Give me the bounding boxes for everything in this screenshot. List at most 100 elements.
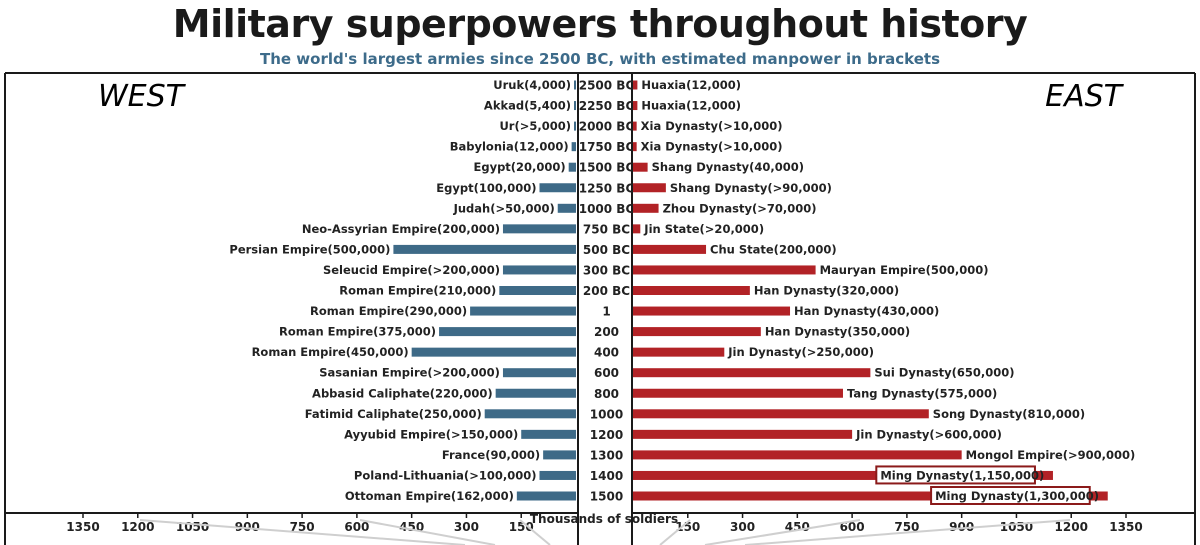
east-bar-label: Shang Dynasty(>90,000) [670, 181, 832, 195]
chart-frame [4, 72, 1196, 545]
east-bar [633, 142, 637, 152]
west-bar-label: Egypt(20,000) [473, 160, 565, 174]
west-bar-label: Akkad(5,400) [484, 99, 571, 113]
east-bar-label: Jin Dynasty(>250,000) [727, 345, 874, 359]
west-bar [502, 265, 576, 275]
year-label: 1400 [590, 469, 623, 483]
east-bar-label: Shang Dynasty(40,000) [652, 160, 804, 174]
east-bar [633, 162, 648, 172]
year-label: 500 BC [583, 243, 630, 257]
east-bar [633, 286, 750, 295]
chart-title: Military superpowers throughout history [172, 2, 1028, 46]
year-label: 1000 [590, 407, 623, 421]
east-bar-label: Mauryan Empire(500,000) [820, 263, 989, 277]
west-bar [574, 101, 576, 111]
east-label: EAST [1045, 79, 1125, 114]
year-label: 2250 BC [579, 99, 635, 113]
x-tick-label-left: 900 [235, 520, 260, 534]
x-tick-label-left: 600 [344, 520, 369, 534]
west-bar-label: Roman Empire(375,000) [279, 325, 436, 339]
east-bar [633, 183, 666, 193]
x-tick-label-right: 1050 [1000, 520, 1033, 534]
decorative-guide-line [139, 519, 466, 545]
east-bar-label: Mongol Empire(>900,000) [966, 448, 1136, 462]
west-bar [411, 347, 576, 357]
west-bar [574, 121, 576, 131]
east-bar [633, 101, 638, 111]
x-tick-label-right: 300 [730, 520, 755, 534]
year-label: 1750 BC [579, 140, 635, 154]
year-label: 2000 BC [579, 120, 635, 134]
x-tick-label-right: 1200 [1055, 520, 1088, 534]
west-bar [502, 368, 576, 378]
west-bar-label: Ayyubid Empire(>150,000) [344, 427, 518, 441]
east-bar [633, 244, 707, 254]
chart-subtitle: The world's largest armies since 2500 BC… [259, 50, 941, 68]
east-bar-label: Jin State(>20,000) [643, 222, 764, 236]
chart-marks: 2500 BC Uruk(4,000) Huaxia(12,000) 2250 BC A… [229, 78, 1136, 505]
east-highlight-box [930, 486, 1091, 505]
east-bar-label: Sui Dynasty(650,000) [874, 366, 1014, 380]
x-tick-label-left: 1350 [66, 520, 99, 534]
year-label: 400 [594, 346, 619, 360]
east-bar [633, 368, 871, 378]
year-label: 1300 [590, 448, 623, 462]
east-bar [633, 265, 816, 275]
year-label: 1500 BC [579, 161, 635, 175]
year-label: 200 [594, 325, 619, 339]
west-bar-label: Ottoman Empire(162,000) [345, 489, 514, 503]
west-bar [557, 203, 576, 213]
east-bar-label: Xia Dynasty(>10,000) [641, 119, 783, 133]
x-tick-label-right: 150 [675, 520, 700, 534]
west-bar-label: Seleucid Empire(>200,000) [323, 263, 500, 277]
east-bar [633, 327, 761, 337]
x-tick-label-right: 900 [949, 520, 974, 534]
east-bar-label: Song Dynasty(810,000) [933, 407, 1085, 421]
west-bar-label: France(90,000) [442, 448, 540, 462]
east-bar [633, 80, 638, 90]
east-bar [633, 203, 659, 213]
east-bar [633, 388, 843, 398]
west-bar [393, 244, 576, 254]
east-bar [633, 429, 853, 439]
east-highlight-box [875, 465, 1036, 485]
east-bar-label: Chu State(200,000) [710, 242, 837, 256]
west-bar [470, 306, 576, 316]
west-bar-label: Poland-Lithuania(>100,000) [354, 468, 537, 482]
east-bar [633, 450, 962, 460]
west-bar [484, 409, 576, 419]
x-axis: 1350 1350 1200 1200 1050 1050 900 900 750 750 600 6… [5, 512, 1195, 545]
x-tick-label-left: 150 [509, 520, 534, 534]
west-bar-label: Roman Empire(290,000) [310, 304, 467, 318]
decorative-guide-line [519, 519, 551, 545]
west-bar-label: Persian Empire(500,000) [229, 242, 390, 256]
east-bar-label: Tang Dynasty(575,000) [847, 386, 997, 400]
year-label: 1 [602, 305, 610, 319]
west-bar [574, 80, 576, 90]
east-bar-label: Han Dynasty(320,000) [754, 284, 899, 298]
year-label: 1200 [590, 428, 623, 442]
east-bar-label: Han Dynasty(350,000) [765, 325, 910, 339]
decorative-guide-line [704, 519, 861, 545]
west-bar [543, 450, 576, 460]
east-bar-label: Xia Dynasty(>10,000) [641, 140, 783, 154]
x-tick-label-left: 1050 [176, 520, 209, 534]
east-bar-label: Zhou Dynasty(>70,000) [663, 201, 817, 215]
year-label: 750 BC [583, 222, 630, 236]
year-label: 2500 BC [579, 79, 635, 93]
west-bar [495, 388, 576, 398]
east-bar-label: Huaxia(12,000) [641, 78, 741, 92]
east-bar-label: Ming Dynasty(1,300,000) [935, 489, 1099, 503]
east-bar [633, 121, 637, 131]
decorative-guide-line [659, 519, 691, 545]
east-bar-label: Han Dynasty(430,000) [794, 304, 939, 318]
west-bar [571, 142, 576, 152]
west-bar [502, 224, 576, 234]
west-bar [516, 491, 576, 501]
east-bar [633, 347, 725, 357]
year-label: 1250 BC [579, 181, 635, 195]
year-label: 300 BC [583, 263, 630, 277]
west-bar-label: Babylonia(12,000) [450, 140, 569, 154]
west-bar-label: Neo-Assyrian Empire(200,000) [302, 222, 500, 236]
